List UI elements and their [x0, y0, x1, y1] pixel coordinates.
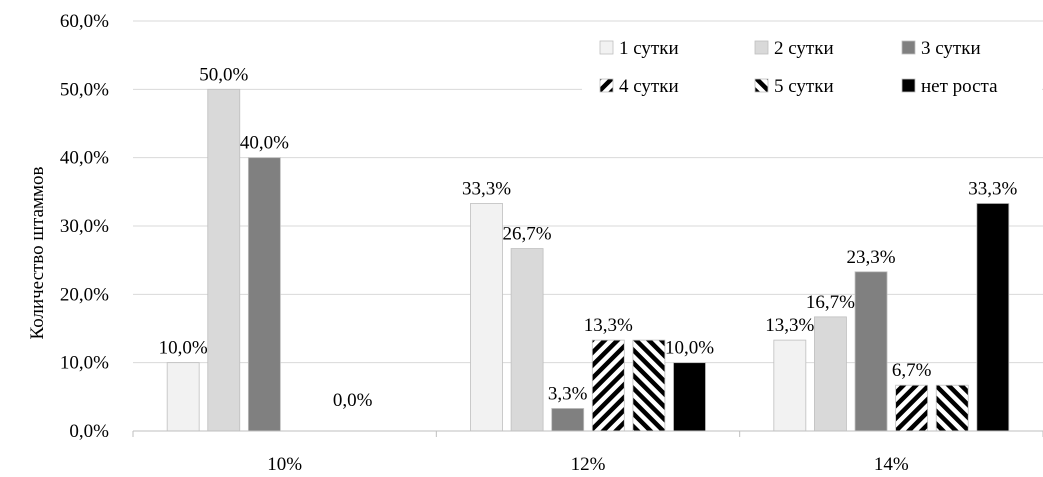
bar	[207, 88, 241, 432]
data-label: 40,0%	[240, 133, 289, 154]
legend-swatch	[599, 78, 614, 93]
data-label: 33,3%	[462, 178, 511, 199]
bar	[551, 408, 585, 432]
bar	[470, 203, 503, 432]
data-label: 50,0%	[199, 64, 248, 85]
legend-swatch	[901, 78, 916, 93]
legend-background	[582, 26, 1042, 104]
legend-label: 5 сутки	[774, 76, 834, 97]
y-tick-label: 60,0%	[60, 11, 109, 32]
y-tick-label: 30,0%	[60, 216, 109, 237]
data-label: 23,3%	[846, 247, 895, 268]
data-label: 13,3%	[765, 315, 814, 336]
legend-label: 3 сутки	[921, 38, 981, 59]
bar	[166, 362, 200, 432]
bars	[166, 88, 1010, 432]
legend-swatch	[754, 40, 769, 55]
data-label: 16,7%	[806, 292, 855, 313]
y-axis-label: Количество штаммов	[27, 166, 48, 339]
bar	[591, 339, 625, 432]
legend-label: 4 сутки	[619, 76, 679, 97]
bar	[854, 271, 888, 432]
axes: 0,0% 10,0% 20,0% 30,0% 40,0% 50,0% 60,0% 10% 12%…	[60, 11, 1043, 475]
category-label: 14%	[874, 454, 909, 475]
data-label: 33,3%	[968, 178, 1017, 199]
y-tick-label: 50,0%	[60, 79, 109, 100]
data-label: 3,3%	[548, 383, 588, 404]
y-tick-label: 20,0%	[60, 284, 109, 305]
bar	[673, 362, 706, 432]
bar	[632, 339, 666, 432]
data-labels: 10,0% 50,0% 40,0% 33,3% 26,7% 3,3% 13,3% 10,0% 1…	[159, 64, 1018, 411]
y-tick-label: 40,0%	[60, 148, 109, 169]
data-label: 26,7%	[503, 224, 552, 245]
legend-label: 1 сутки	[619, 38, 679, 59]
category-label: 10%	[267, 454, 302, 475]
legend-label: нет роста	[921, 76, 998, 97]
bar	[247, 157, 281, 432]
bar	[935, 384, 969, 432]
data-label: 0,0%	[333, 390, 373, 411]
legend: 1 сутки 2 сутки 3 сутки 4 сутки 5 сутки нет р…	[582, 26, 1042, 104]
bar	[773, 339, 807, 432]
legend-swatch	[599, 40, 614, 55]
y-tick-label: 0,0%	[69, 421, 109, 442]
y-tick-label: 10,0%	[60, 353, 109, 374]
category-label: 12%	[571, 454, 606, 475]
bar	[814, 316, 847, 432]
bar	[895, 384, 929, 432]
data-label: 10,0%	[159, 338, 208, 359]
legend-swatch	[754, 78, 769, 93]
data-label: 10,0%	[665, 338, 714, 359]
legend-label: 2 сутки	[774, 38, 834, 59]
bar	[976, 203, 1010, 432]
legend-swatch	[901, 40, 916, 55]
data-label: 6,7%	[892, 360, 932, 381]
data-label: 13,3%	[584, 315, 633, 336]
bar	[510, 248, 544, 432]
